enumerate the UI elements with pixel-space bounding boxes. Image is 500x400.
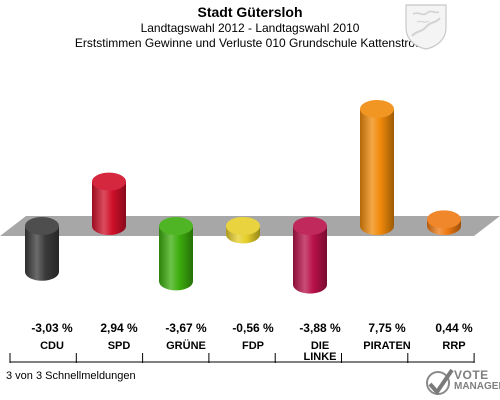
category-label-fdp: FDP xyxy=(242,340,264,352)
bar-bottom-cap xyxy=(293,275,327,294)
bar-bottom-cap xyxy=(92,217,126,235)
bar-top-cap xyxy=(360,99,394,118)
bar-bottom-cap xyxy=(159,272,193,291)
bar-grüne xyxy=(159,226,193,282)
value-label-spd: 2,94 % xyxy=(100,321,138,335)
category-label-cdu: CDU xyxy=(40,340,64,352)
value-label-cdu: -3,03 % xyxy=(31,321,73,335)
category-label-grüne: GRÜNE xyxy=(166,339,206,352)
bar-bottom-cap xyxy=(360,217,394,235)
category-label-piraten: PIRATEN xyxy=(363,340,411,352)
category-label-die-linke: LINKE xyxy=(304,351,337,363)
category-label-rrp: RRP xyxy=(442,340,465,352)
bar-die-linke xyxy=(293,226,327,285)
bar-top-cap xyxy=(92,172,126,191)
chart-subtitle-detail: Erststimmen Gewinne und Verluste 010 Gru… xyxy=(74,36,426,50)
bar-top-cap xyxy=(293,217,327,235)
value-label-rrp: 0,44 % xyxy=(435,321,473,335)
bar-top-cap xyxy=(427,210,461,229)
logo-text-top: VOTE xyxy=(454,368,489,382)
bar-top-cap xyxy=(25,217,59,235)
value-label-grüne: -3,67 % xyxy=(165,321,207,335)
chart-subtitle: Landtagswahl 2012 - Landtagswahl 2010 xyxy=(140,21,360,35)
value-label-piraten: 7,75 % xyxy=(368,321,406,335)
checkmark-logo-icon xyxy=(426,368,454,396)
value-label-fdp: -0,56 % xyxy=(232,321,274,335)
value-label-die-linke: -3,88 % xyxy=(299,321,341,335)
bar-bottom-cap xyxy=(25,262,59,281)
votemanager-logo: VOTE MANAGER xyxy=(424,365,500,400)
report-status: 3 von 3 Schnellmeldungen xyxy=(6,370,136,382)
bar-piraten xyxy=(360,108,394,226)
bar-top-cap xyxy=(226,217,260,235)
bar-top-cap xyxy=(159,217,193,235)
category-label-spd: SPD xyxy=(108,340,131,352)
chart-title: Stadt Gütersloh xyxy=(197,4,303,20)
logo-text-bottom: MANAGER xyxy=(454,381,500,392)
chart-header: Stadt Gütersloh Landtagswahl 2012 - Land… xyxy=(0,0,500,51)
coat-of-arms-icon xyxy=(405,4,447,50)
category-label-die-linke: DIE xyxy=(311,340,329,352)
